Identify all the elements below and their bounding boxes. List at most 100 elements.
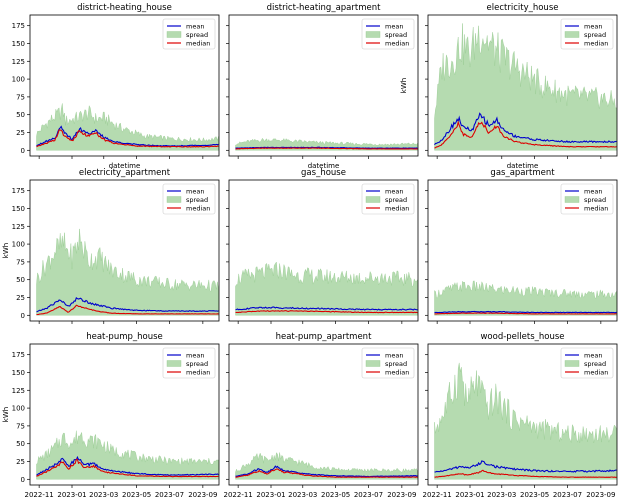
- spread-band: [36, 103, 219, 151]
- x-tick-label: 2023-09: [586, 491, 615, 499]
- chart-panel: electricity_house datetime kWh meanspreadme…: [400, 3, 618, 170]
- legend-swatch-spread: [365, 196, 381, 203]
- x-tick-label: 2023-05: [122, 491, 151, 499]
- mean-line: [434, 112, 617, 146]
- chart-title: wood-pellets_house: [480, 332, 564, 342]
- legend-label: mean: [186, 22, 204, 30]
- y-tick-label: 175: [12, 22, 25, 30]
- x-axis-label: datetime: [109, 162, 141, 170]
- x-tick-label: 2023-05: [321, 491, 350, 499]
- y-tick-label: 125: [12, 58, 25, 66]
- chart-title: heat-pump_apartment: [276, 332, 372, 342]
- y-tick-label: 100: [12, 241, 25, 249]
- x-tick-label: 2023-03: [89, 491, 118, 499]
- median-line: [434, 312, 617, 315]
- spread-band: [36, 430, 219, 480]
- plot-frame: [29, 179, 220, 322]
- median-line: [235, 468, 418, 478]
- y-tick-label: 150: [12, 40, 25, 48]
- legend-swatch-spread: [166, 31, 182, 38]
- y-axis-label: kWh: [2, 243, 10, 258]
- mean-line: [434, 460, 617, 473]
- x-tick-label: 2023-03: [288, 491, 317, 499]
- legend-label: median: [385, 204, 409, 212]
- legend-label: spread: [385, 360, 407, 368]
- legend-label: mean: [584, 351, 602, 359]
- legend-label: median: [385, 39, 409, 47]
- mean-line: [235, 306, 418, 311]
- x-tick-label: 2023-01: [455, 491, 484, 499]
- legend-swatch-spread: [365, 360, 381, 367]
- legend-swatch-spread: [564, 31, 580, 38]
- chart-title: electricity_apartment: [79, 168, 171, 178]
- y-tick-label: 100: [12, 405, 25, 413]
- legend-swatch-spread: [166, 196, 182, 203]
- y-tick-label: 75: [16, 258, 25, 266]
- spread-band: [235, 452, 418, 480]
- plot-frame: [29, 14, 220, 157]
- legend-label: median: [186, 368, 210, 376]
- median-line: [36, 458, 219, 478]
- legend-label: spread: [186, 31, 208, 39]
- plot-frame: [427, 343, 618, 486]
- legend-label: mean: [186, 187, 204, 195]
- spread-band: [434, 362, 617, 480]
- x-tick-label: 2023-09: [188, 491, 217, 499]
- y-tick-label: 150: [12, 369, 25, 377]
- x-tick-label: 2022-11: [25, 491, 54, 499]
- y-tick-label: 175: [12, 187, 25, 195]
- chart-panel: 2022-11 2023-01 2023-03 2023-05 2023-07 2023-…: [224, 332, 419, 499]
- legend-label: median: [186, 39, 210, 47]
- mean-line: [235, 465, 418, 478]
- legend-label: mean: [385, 187, 403, 195]
- legend-label: mean: [385, 351, 403, 359]
- x-tick-label: 2023-07: [354, 491, 383, 499]
- plot-frame: [228, 179, 419, 322]
- mean-line: [36, 297, 219, 313]
- legend-label: median: [584, 39, 608, 47]
- x-tick-label: 2023-07: [155, 491, 184, 499]
- median-line: [434, 120, 617, 149]
- legend-label: median: [186, 204, 210, 212]
- legend-label: spread: [584, 196, 606, 204]
- legend-swatch-spread: [564, 360, 580, 367]
- legend-label: median: [584, 368, 608, 376]
- chart-title: district-heating_house: [77, 3, 172, 13]
- y-tick-label: 125: [12, 223, 25, 231]
- y-tick-label: 25: [16, 129, 25, 137]
- y-axis-label: kWh: [2, 407, 10, 422]
- median-line: [235, 147, 418, 150]
- y-tick-label: 125: [12, 387, 25, 395]
- chart-panel: district-heating_apartment datetime meansp…: [226, 3, 419, 170]
- y-tick-label: 25: [16, 458, 25, 466]
- median-line: [434, 469, 617, 478]
- y-tick-label: 0: [21, 147, 25, 155]
- x-tick-label: 2022-11: [423, 491, 452, 499]
- chart-title: gas_house: [301, 168, 346, 178]
- legend-label: mean: [584, 187, 602, 195]
- plot-frame: [427, 179, 618, 322]
- y-tick-label: 175: [12, 351, 25, 359]
- legend-label: spread: [186, 196, 208, 204]
- legend-swatch-spread: [166, 360, 182, 367]
- x-tick-label: 2023-07: [553, 491, 582, 499]
- legend-swatch-spread: [365, 31, 381, 38]
- chart-title: electricity_house: [487, 3, 559, 13]
- chart-title: gas_apartment: [490, 168, 555, 178]
- legend-label: mean: [385, 22, 403, 30]
- x-tick-label: 2023-09: [387, 491, 416, 499]
- mean-line: [36, 455, 219, 476]
- x-tick-label: 2023-05: [520, 491, 549, 499]
- x-tick-label: 2023-03: [487, 491, 516, 499]
- mean-line: [434, 310, 617, 314]
- spread-band: [434, 280, 617, 316]
- mean-line: [235, 146, 418, 149]
